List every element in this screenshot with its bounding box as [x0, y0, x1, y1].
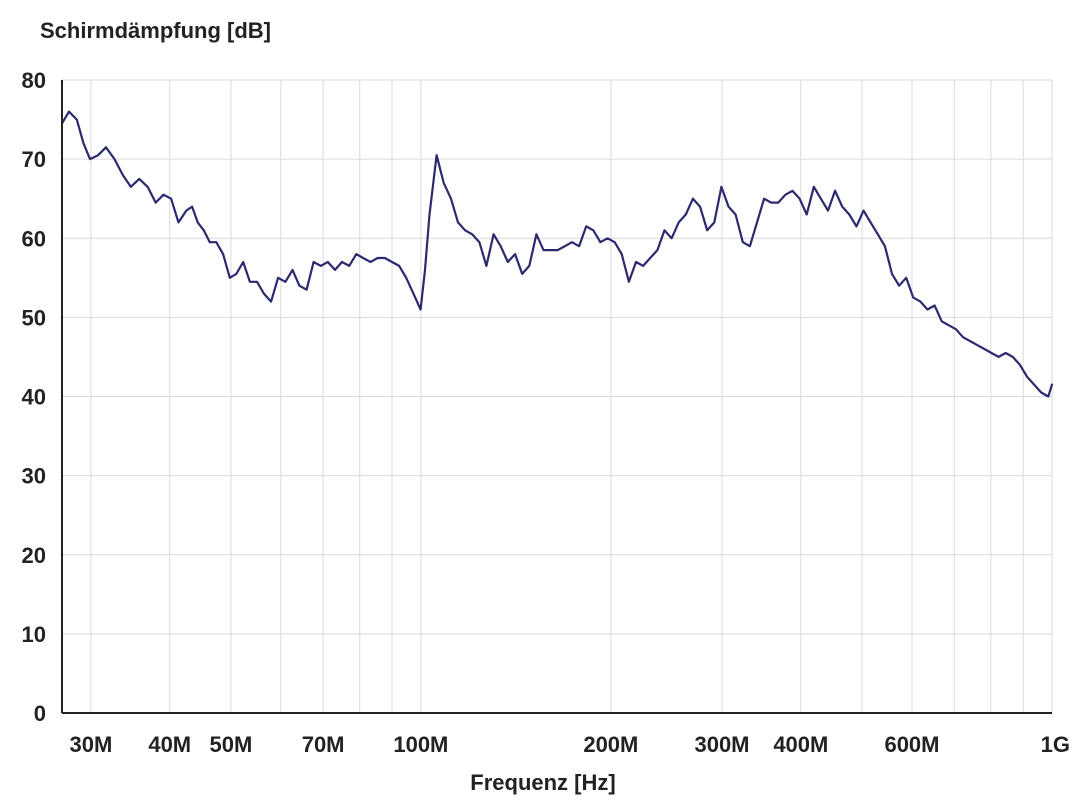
y-tick-label: 70	[22, 147, 46, 172]
y-tick-label: 80	[22, 68, 46, 93]
x-tick-label: 50M	[209, 732, 252, 757]
x-tick-label: 1G	[1041, 732, 1070, 757]
x-axis-title: Frequenz [Hz]	[470, 770, 615, 795]
x-tick-labels: 30M 40M 50M 70M 100M 200M 300M 400M 600M 1G	[69, 732, 1070, 757]
y-axis-title: Schirmdämpfung [dB]	[40, 18, 271, 43]
y-tick-label: 20	[22, 543, 46, 568]
y-tick-label: 50	[22, 305, 46, 330]
series-line	[60, 110, 1054, 398]
grid-layer	[62, 79, 1053, 713]
y-tick-label: 30	[22, 464, 46, 489]
y-tick-label: 0	[34, 701, 46, 726]
x-tick-label: 200M	[583, 732, 638, 757]
x-tick-label: 100M	[393, 732, 448, 757]
x-tick-label: 40M	[148, 732, 191, 757]
x-tick-label: 400M	[773, 732, 828, 757]
x-tick-label: 70M	[302, 732, 345, 757]
x-tick-label: 30M	[69, 732, 112, 757]
x-tick-label: 600M	[884, 732, 939, 757]
series-layer	[60, 110, 1054, 398]
y-tick-label: 40	[22, 385, 46, 410]
y-tick-label: 10	[22, 622, 46, 647]
y-tick-labels: 0 10 20 30 40 50 60 70 80	[22, 68, 46, 726]
y-tick-label: 60	[22, 226, 46, 251]
axes-layer	[61, 80, 1052, 714]
x-tick-label: 300M	[694, 732, 749, 757]
